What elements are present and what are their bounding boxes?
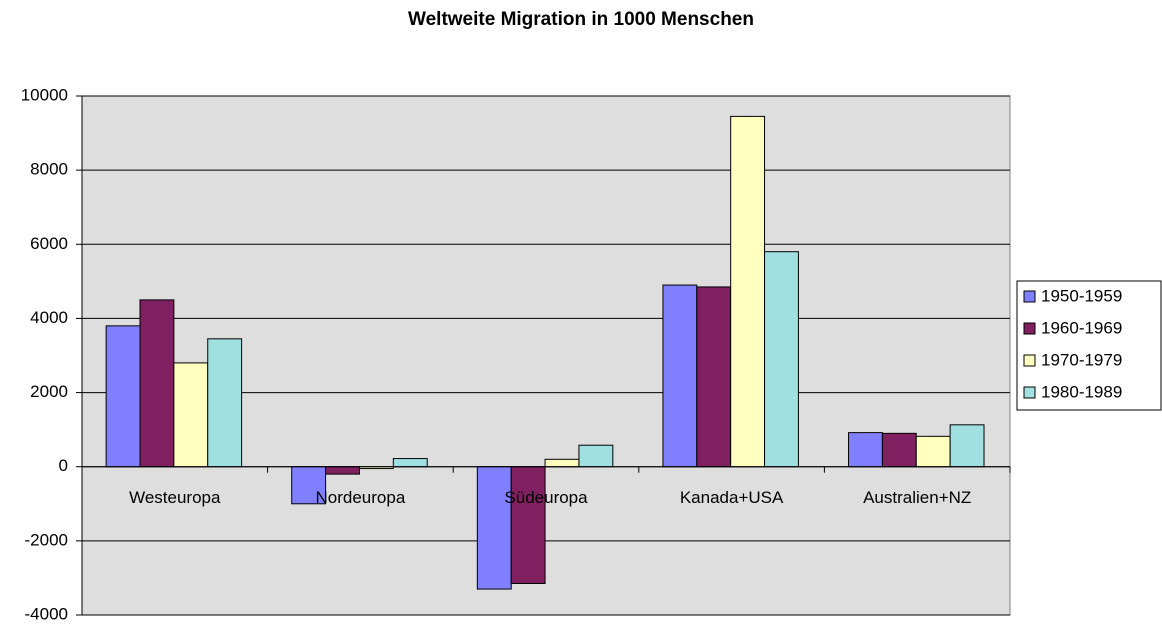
bar <box>662 284 698 468</box>
y-tick-label: 2000 <box>30 382 68 401</box>
bar <box>764 251 799 468</box>
bar <box>881 432 917 468</box>
y-tick-label: 6000 <box>30 234 68 253</box>
bar <box>915 435 951 468</box>
bar <box>173 362 209 468</box>
bar <box>730 115 766 468</box>
y-tick-label: 10000 <box>21 85 68 104</box>
bar <box>325 466 360 475</box>
legend-swatch <box>1023 322 1036 335</box>
legend-label: 1960-1969 <box>1041 318 1122 337</box>
bar <box>207 338 243 468</box>
legend-swatch <box>1023 354 1036 367</box>
bar <box>578 444 614 468</box>
x-tick-label: Kanada+USA <box>680 488 784 507</box>
bar <box>544 458 580 468</box>
legend-swatch <box>1023 386 1036 399</box>
bar <box>696 286 732 468</box>
bar <box>291 466 327 505</box>
y-tick-label: 4000 <box>30 308 68 327</box>
bar <box>949 424 985 468</box>
bar <box>848 432 883 468</box>
bar <box>476 466 512 590</box>
bar <box>392 458 428 468</box>
x-tick-label: Südeuropa <box>504 488 588 507</box>
y-tick-label: -4000 <box>25 604 68 623</box>
legend-label: 1970-1979 <box>1041 350 1122 369</box>
bar <box>510 466 546 584</box>
bar <box>139 299 175 468</box>
x-tick-label: Nordeuropa <box>316 488 406 507</box>
x-tick-label: Australien+NZ <box>863 488 971 507</box>
y-tick-label: -2000 <box>25 530 68 549</box>
legend-label: 1950-1959 <box>1041 286 1122 305</box>
y-tick-label: 8000 <box>30 160 68 179</box>
legend-label: 1980-1989 <box>1041 382 1122 401</box>
y-tick-label: 0 <box>59 456 68 475</box>
legend <box>1016 280 1162 411</box>
x-tick-label: Westeuropa <box>129 488 221 507</box>
chart-title: Weltweite Migration in 1000 Menschen <box>408 9 754 30</box>
bar <box>105 325 141 468</box>
legend-swatch <box>1023 290 1036 303</box>
